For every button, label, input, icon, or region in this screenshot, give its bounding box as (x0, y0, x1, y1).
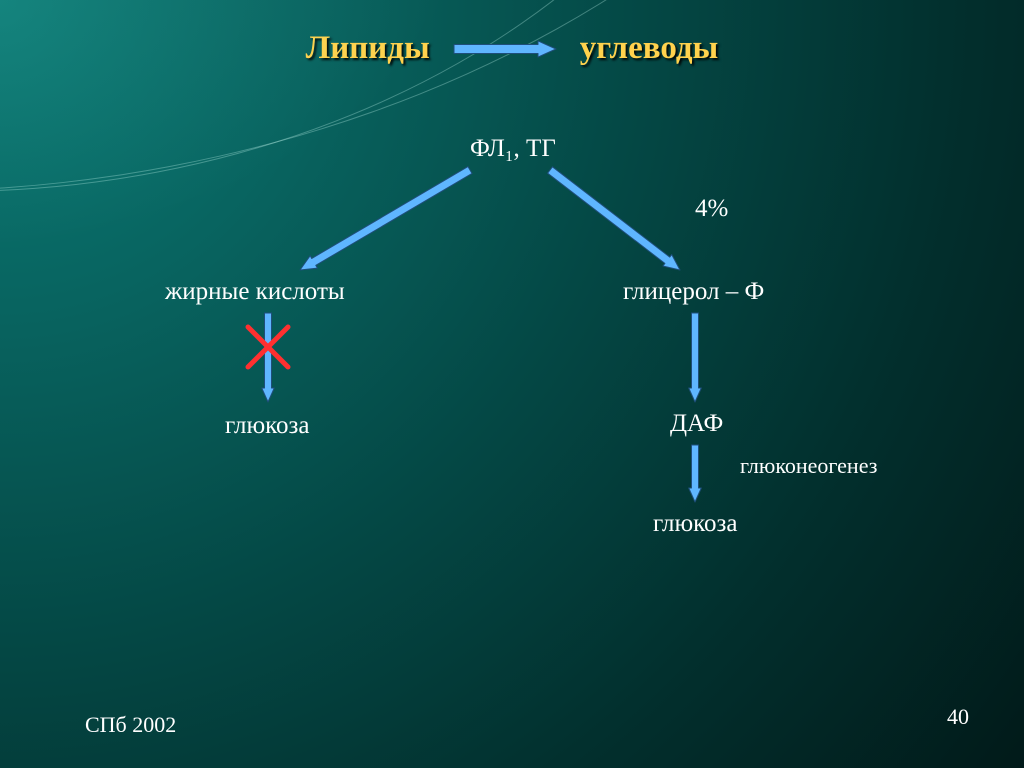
node-percent: 4% (695, 195, 728, 223)
node-daf: ДАФ (670, 410, 723, 438)
decorative-arc (0, 0, 1002, 192)
node-gluconeogenesis: глюконеогенез (740, 453, 877, 479)
footer-left: СПб 2002 (85, 712, 176, 738)
node-glucose-right: глюкоза (653, 510, 738, 538)
title-left: Липиды (306, 30, 430, 67)
arrow-layer (0, 0, 1024, 768)
slide-title: Липиды углеводы (0, 30, 1024, 67)
title-arrow-icon (450, 37, 560, 61)
decorative-arc (0, 0, 802, 192)
title-right: углеводы (580, 30, 719, 67)
node-top: ФЛ₁, ТГ (470, 135, 556, 163)
slide: Липиды углеводы ФЛ₁, ТГ 4% жирные кислот… (0, 0, 1024, 768)
node-glucose-left: глюкоза (225, 412, 310, 440)
page-number: 40 (947, 704, 969, 730)
node-glycerol: глицерол – Ф (623, 278, 764, 306)
node-fatty-acids: жирные кислоты (165, 278, 345, 306)
